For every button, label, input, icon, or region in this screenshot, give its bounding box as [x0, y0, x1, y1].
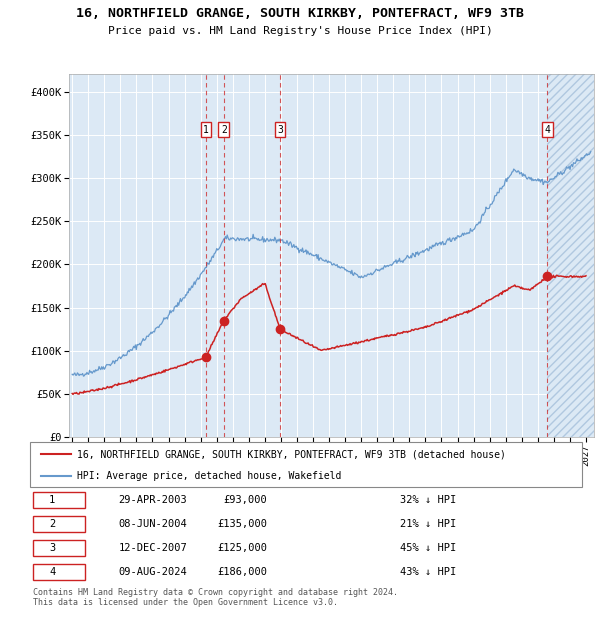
Bar [547, 74, 594, 437]
Bar [33, 492, 85, 508]
Text: 2: 2 [221, 125, 227, 135]
Text: 3: 3 [49, 543, 55, 553]
Text: 1: 1 [49, 495, 55, 505]
Text: Contains HM Land Registry data © Crown copyright and database right 2024.
This d: Contains HM Land Registry data © Crown c… [33, 588, 398, 607]
Text: 08-JUN-2004: 08-JUN-2004 [118, 519, 187, 529]
Text: Price paid vs. HM Land Registry's House Price Index (HPI): Price paid vs. HM Land Registry's House … [107, 26, 493, 36]
Text: 2: 2 [49, 519, 55, 529]
Text: 43% ↓ HPI: 43% ↓ HPI [400, 567, 456, 577]
Text: 09-AUG-2024: 09-AUG-2024 [118, 567, 187, 577]
Text: 16, NORTHFIELD GRANGE, SOUTH KIRKBY, PONTEFRACT, WF9 3TB (detached house): 16, NORTHFIELD GRANGE, SOUTH KIRKBY, PON… [77, 449, 506, 459]
Text: £125,000: £125,000 [217, 543, 268, 553]
Text: 3: 3 [277, 125, 283, 135]
Bar [33, 564, 85, 580]
Text: 12-DEC-2007: 12-DEC-2007 [118, 543, 187, 553]
Bar [33, 516, 85, 532]
Bar [33, 540, 85, 556]
Text: £135,000: £135,000 [217, 519, 268, 529]
Text: 21% ↓ HPI: 21% ↓ HPI [400, 519, 456, 529]
Text: 4: 4 [49, 567, 55, 577]
Text: 45% ↓ HPI: 45% ↓ HPI [400, 543, 456, 553]
Text: £93,000: £93,000 [224, 495, 268, 505]
Text: £186,000: £186,000 [217, 567, 268, 577]
Text: 32% ↓ HPI: 32% ↓ HPI [400, 495, 456, 505]
Text: 16, NORTHFIELD GRANGE, SOUTH KIRKBY, PONTEFRACT, WF9 3TB: 16, NORTHFIELD GRANGE, SOUTH KIRKBY, PON… [76, 7, 524, 20]
Text: 1: 1 [203, 125, 209, 135]
Text: 4: 4 [545, 125, 550, 135]
Text: HPI: Average price, detached house, Wakefield: HPI: Average price, detached house, Wake… [77, 471, 341, 480]
Text: 29-APR-2003: 29-APR-2003 [118, 495, 187, 505]
